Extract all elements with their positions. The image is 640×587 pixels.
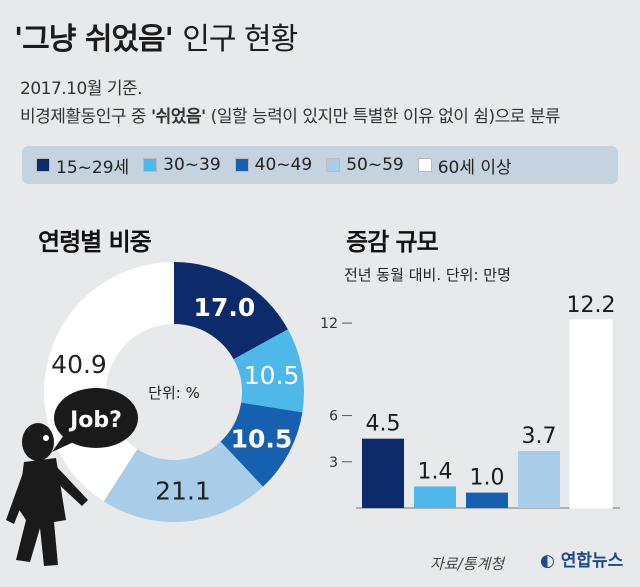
donut-slice: [220, 402, 303, 487]
legend-label: 40~49: [254, 155, 313, 175]
y-tick-label: 12: [320, 316, 338, 332]
logo-text: 연합뉴스: [560, 551, 624, 571]
bar-unit-note: 전년 동월 대비. 단위: 만명: [344, 266, 511, 284]
legend-item: 40~49: [234, 155, 313, 175]
bar: [518, 450, 560, 508]
legend-swatch: [326, 158, 341, 172]
legend-swatch: [234, 158, 249, 172]
donut-value-label: 21.1: [155, 477, 211, 506]
publisher-logo: ◐ 연합뉴스: [540, 551, 624, 571]
donut-section-title: 연령별 비중: [38, 228, 152, 256]
bar-value-label: 12.2: [567, 293, 616, 318]
donut-value-label: 17.0: [194, 293, 256, 322]
legend-label: 60세 이상: [437, 157, 512, 178]
donut-slice: [103, 441, 263, 522]
donut-slice: [174, 262, 288, 360]
bar-value-label: 4.5: [366, 412, 401, 437]
legend-item: 30~39: [143, 155, 221, 175]
donut-value-label: 10.5: [244, 361, 300, 390]
subtitle-pre: 비경제활동인구 중: [20, 107, 151, 127]
subtitle-post: (일할 능력이 있지만 특별한 이유 없이 쉼)으로 분류: [205, 107, 561, 127]
bar: [362, 438, 404, 508]
person-illustration: [6, 423, 88, 566]
legend-swatch: [143, 158, 158, 172]
page-title: '그냥 쉬었음' 인구 현황: [14, 14, 298, 58]
title-rest: 인구 현황: [182, 22, 298, 57]
bar-value-label: 3.7: [522, 424, 557, 449]
subtitle-bold: '쉬었음': [150, 107, 206, 127]
subtitle-definition: 비경제활동인구 중 '쉬었음' (일할 능력이 있지만 특별한 이유 없이 쉼)…: [20, 102, 561, 127]
bar: [414, 486, 456, 508]
bar-value-label: 1.4: [418, 459, 453, 484]
bar: [466, 492, 508, 508]
legend-item: 15~29세: [36, 153, 129, 178]
source-note: 자료/통계청: [430, 555, 505, 573]
donut-center-label: 단위: %: [148, 384, 200, 402]
legend-item: 60세 이상: [417, 153, 512, 178]
donut-slice: [233, 329, 304, 413]
legend: 15~29세 30~39 40~49 50~59 60세 이상: [22, 146, 618, 184]
title-quoted: '그냥 쉬었음': [14, 22, 174, 57]
legend-label: 50~59: [346, 155, 404, 175]
legend-label: 15~29세: [56, 157, 130, 178]
bar-value-label: 1.0: [470, 466, 505, 491]
y-tick-label: 6: [329, 409, 338, 425]
subtitle-date: 2017.10월 기준.: [20, 79, 143, 99]
legend-item: 50~59: [326, 155, 404, 175]
y-tick-label: 3: [329, 455, 338, 471]
donut-value-label: 10.5: [231, 424, 293, 453]
donut-value-label: 40.9: [51, 350, 107, 379]
speech-text: Job?: [68, 408, 122, 433]
legend-swatch: [36, 158, 50, 172]
legend-label: 30~39: [163, 155, 221, 175]
bar: [569, 319, 613, 509]
speech-bubble: Job?: [52, 388, 138, 452]
bar-section-title: 증감 규모: [346, 228, 439, 256]
legend-swatch: [417, 158, 432, 172]
bar-chart: 3 6 12 4.5 1.4 1.0 3.7 12.2: [320, 293, 620, 509]
